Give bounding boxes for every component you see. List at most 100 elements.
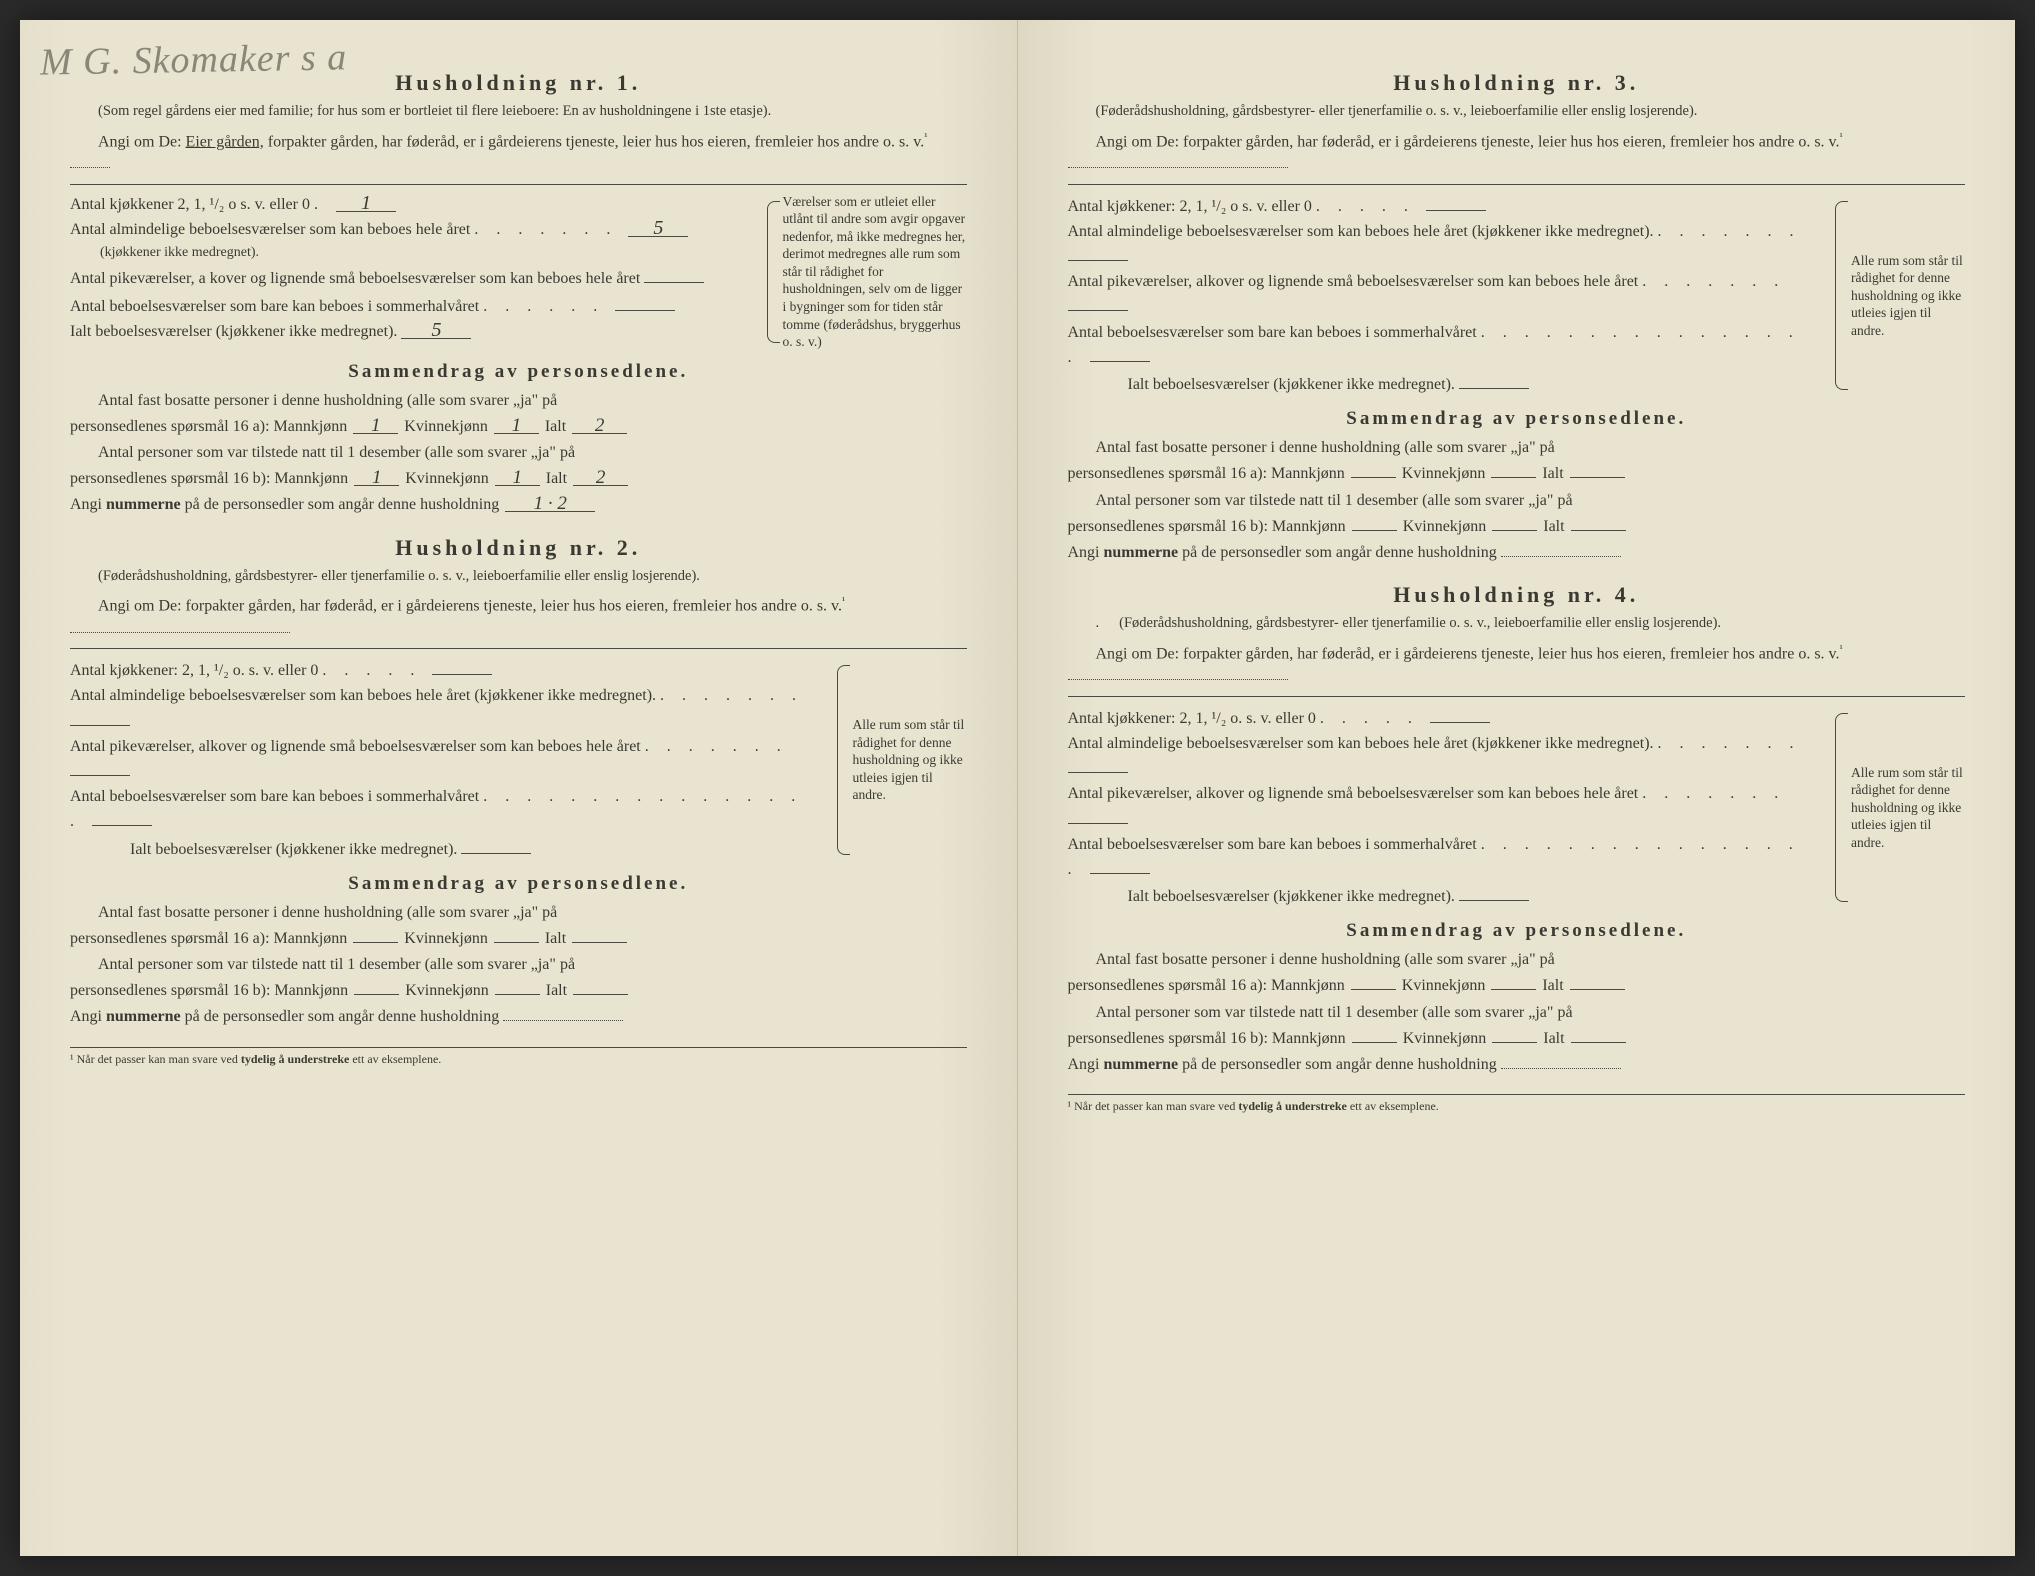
summary-3-l2a: Antal personer som var tilstede natt til… [1068,489,1966,512]
a-total [461,836,531,854]
l3-rest: på de personsedler som angår denne husho… [1182,544,1501,561]
l3-blank [1501,1055,1621,1069]
footnote-ref: ¹ [842,595,845,607]
household-2: Husholdning nr. 2. (Føderådshusholdning,… [70,535,967,1029]
q-total-text: Ialt beboelsesværelser (kjøkkener ikke m… [1128,888,1455,905]
summary-3-title: Sammendrag av personsedlene. [1068,408,1966,430]
q-rooms-text: Antal almindelige beboelsesværelser som … [70,221,470,238]
summary-1-l2a: Antal personer som var tilstede natt til… [70,441,967,464]
q-maid: Antal pikeværelser, alkover og lignende … [1068,782,1822,830]
household-4-title: Husholdning nr. 4. [1068,582,1966,608]
instr-text: Angi om De: forpakter gården, har føderå… [1096,645,1840,662]
a-total: 5 [401,321,471,339]
summary-1-l1b: personsedlenes spørsmål 16 a): Mannkjønn… [70,415,967,438]
l1-t [1570,974,1625,990]
summary-2-l1a: Antal fast bosatte personer i denne hush… [70,901,967,924]
summary-4-l2b: personsedlenes spørsmål 16 b): Mannkjønn… [1068,1027,1966,1050]
l1-k [1491,462,1536,478]
l1b-text: personsedlenes spørsmål 16 a): Mannkjønn [1068,465,1345,482]
household-1-subtitle: (Som regel gårdens eier med familie; for… [70,102,967,122]
l1-m [1351,462,1396,478]
summary-4-l2a: Antal personer som var tilstede natt til… [1068,1001,1966,1024]
divider [70,184,967,185]
q-total-text: Ialt beboelsesværelser (kjøkkener ikke m… [70,323,397,340]
q-kitchen-text: Antal kjøkkener: 2, 1, ¹/₂ o. s. v. elle… [70,662,318,679]
angi: Angi [70,496,106,513]
q-summer-text: Antal beboelsesværelser som bare kan beb… [70,788,479,805]
q-rooms: Antal almindelige beboelsesværelser som … [70,684,823,732]
l1-t-label: Ialt [545,930,566,947]
household-3-title: Husholdning nr. 3. [1068,70,1966,96]
note-text: Værelser som er utleiet eller utlånt til… [783,193,967,351]
l2-t-label: Ialt [1543,1030,1564,1047]
instr-text: Angi om De: forpakter gården, har føderå… [1096,133,1840,150]
l2-k-label: Kvinnekjønn [405,470,489,487]
l2-k-label: Kvinnekjønn [1403,1030,1487,1047]
household-4-questions: Antal kjøkkener: 2, 1, ¹/₂ o. s. v. elle… [1068,705,1822,911]
household-3-instruction: Angi om De: forpakter gården, har føderå… [1068,130,1966,176]
household-4-note: Alle rum som står til rådighet for denne… [1835,705,1965,911]
footnote-right: ¹ Når det passer kan man svare ved tydel… [1068,1094,1966,1114]
household-3-questions: Antal kjøkkener: 2, 1, ¹/₂ o s. v. eller… [1068,193,1822,399]
l1-t-label: Ialt [545,418,566,435]
l1-t [572,927,627,943]
note-text: Alle rum som står til rådighet for denne… [1851,764,1965,852]
footnote-text: ¹ Når det passer kan man svare ved tydel… [70,1052,441,1066]
angi: Angi [70,1008,106,1025]
l1-t-label: Ialt [1542,977,1563,994]
l2b-text: personsedlenes spørsmål 16 b): Mannkjønn [70,982,348,999]
q-summer-text: Antal beboelsesværelser som bare kan beb… [1068,324,1477,341]
subtitle-text: (Føderådshusholdning, gårdsbestyrer- ell… [1119,615,1721,631]
a-maid [1068,806,1128,824]
household-1-questions: Antal kjøkkener 2, 1, ¹/₂ o s. v. eller … [70,193,753,351]
l2-t [573,979,628,995]
household-2-instruction: Angi om De: forpakter gården, har føderå… [70,594,967,640]
footnote-bold: tydelig å understreke [241,1052,349,1066]
q-kitchen: Antal kjøkkener: 2, 1, ¹/₂ o. s. v. elle… [70,657,823,682]
household-4: Husholdning nr. 4. .(Føderådshusholdning… [1068,582,1966,1076]
l2-t-label: Ialt [546,470,567,487]
summary-4-l3: Angi nummerne på de personsedler som ang… [1068,1053,1966,1076]
instr-blank [70,619,290,633]
dots: . . . . . . . [645,738,788,755]
q-rooms: Antal almindelige beboelsesværelser som … [70,218,753,241]
household-1-note: Værelser som er utleiet eller utlånt til… [767,193,967,351]
note-text: Alle rum som står til rådighet for denne… [853,716,967,804]
l1b-text: personsedlenes spørsmål 16 a): Mannkjønn [70,418,347,435]
a-rooms [70,708,130,726]
household-1: Husholdning nr. 1. (Som regel gårdens ei… [70,70,967,517]
summary-1-title: Sammendrag av personsedlene. [70,361,967,383]
summary-3-l2b: personsedlenes spørsmål 16 b): Mannkjønn… [1068,515,1966,538]
nummerne: nummerne [1104,1056,1179,1073]
dots: . . . . . . . [1658,223,1801,240]
dots: . . . . . . [483,298,615,315]
l2b-text: personsedlenes spørsmål 16 b): Mannkjønn [1068,518,1346,535]
nummerne: nummerne [1104,544,1179,561]
l1-k [494,927,539,943]
l3-v: 1 · 2 [505,496,595,512]
instr-blank [1068,666,1288,680]
a-total [1459,883,1529,901]
q-summer: Antal beboelsesværelser som bare kan be­… [70,293,753,318]
household-3-questions-block: Antal kjøkkener: 2, 1, ¹/₂ o s. v. eller… [1068,193,1966,399]
q-total-text: Ialt beboelsesværelser (kjøkkener ikke m… [1128,376,1455,393]
footnote-ref: ¹ [1840,131,1843,143]
summary-2-title: Sammendrag av personsedlene. [70,873,967,895]
l1-m: 1 [353,418,398,434]
dots: . . . . . . . [1658,735,1801,752]
household-2-title: Husholdning nr. 2. [70,535,967,561]
l1-k-label: Kvinnekjønn [1402,465,1486,482]
household-4-questions-block: Antal kjøkkener: 2, 1, ¹/₂ o. s. v. elle… [1068,705,1966,911]
q-rooms: Antal almindelige beboelsesværelser som … [1068,732,1822,780]
page-left: M G. Skomaker s a Husholdning nr. 1. (So… [20,20,1018,1556]
footnote-text: ¹ Når det passer kan man svare ved tydel… [1068,1099,1439,1113]
household-2-questions-block: Antal kjøkkener: 2, 1, ¹/₂ o. s. v. elle… [70,657,967,863]
a-summer [615,293,675,311]
dots: . . . . . . . [1642,273,1785,290]
a-kitchen [1426,193,1486,211]
l1-m [353,927,398,943]
dots: . . . . . [322,662,432,679]
instr-underlined: Eier gården, [186,133,264,150]
summary-1-l2b: personsedlenes spørsmål 16 b): Mannkjønn… [70,467,967,490]
l2-t [1571,1027,1626,1043]
